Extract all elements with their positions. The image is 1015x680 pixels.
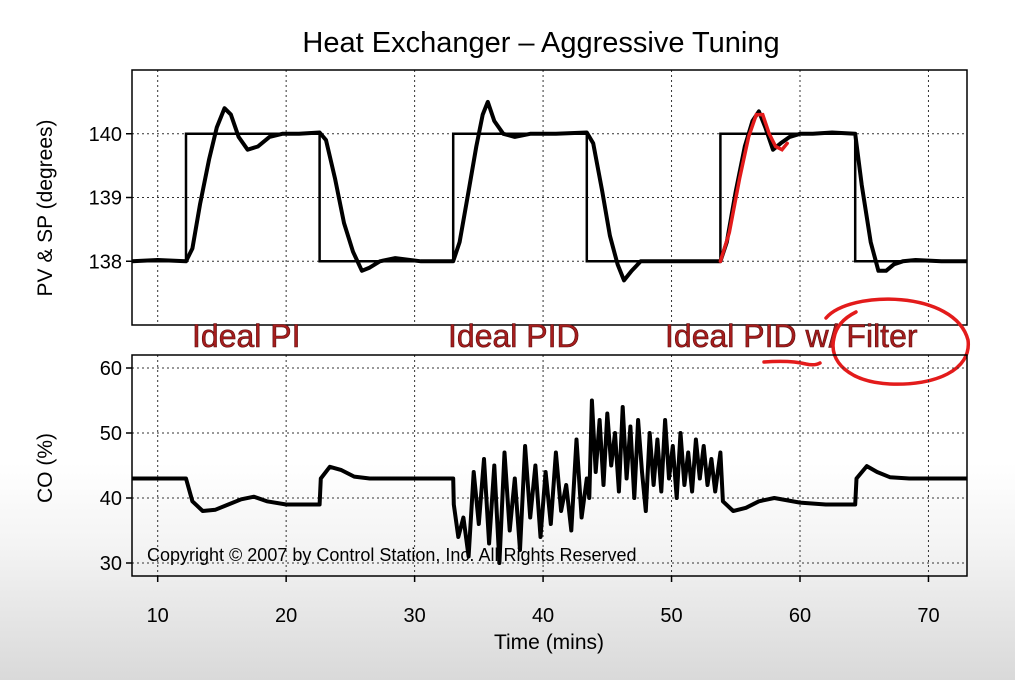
pv-sp-panel: 138 139 140 PV & SP (degrees) xyxy=(34,69,968,326)
pv-sp-plot-frame xyxy=(131,69,968,326)
co-plot-frame xyxy=(131,354,968,577)
controller-output-line xyxy=(132,398,967,565)
co-ytick-label: 50 xyxy=(100,423,122,445)
x-tick-label: 30 xyxy=(403,605,425,627)
x-tick-label: 10 xyxy=(147,605,169,627)
x-axis-label: Time (mins) xyxy=(494,631,604,654)
co-panel: 30 40 50 60 CO (%) Copyright © 2007 by Cont… xyxy=(34,354,968,577)
annotations: Ideal PI Ideal PID Ideal PID w/ Filter xyxy=(192,297,970,386)
x-tick-label: 20 xyxy=(275,605,297,627)
x-tick-label: 50 xyxy=(660,605,682,627)
annotation-ideal-pi: Ideal PI xyxy=(192,318,301,354)
co-ytick-label: 40 xyxy=(100,488,122,510)
highlight-circle-mark xyxy=(824,297,970,386)
annotation-ideal-pid: Ideal PID xyxy=(448,318,580,354)
x-tick-label: 70 xyxy=(917,605,939,627)
highlight-underline-mark xyxy=(762,359,822,367)
x-tick-label: 60 xyxy=(789,605,811,627)
chart-title: Heat Exchanger – Aggressive Tuning xyxy=(302,27,779,59)
process-variable-line xyxy=(131,99,967,283)
x-tick-label: 40 xyxy=(532,605,554,627)
copyright-text: Copyright © 2007 by Control Station, Inc… xyxy=(147,545,637,565)
pv-sp-ytick-label: 139 xyxy=(89,188,122,210)
annotation-ideal-pid-filter: Ideal PID w/ Filter xyxy=(665,318,918,354)
co-ytick-label: 30 xyxy=(100,553,122,575)
pv-sp-axis-label: PV & SP (degrees) xyxy=(34,119,57,296)
co-ytick-label: 60 xyxy=(100,358,122,380)
co-axis-label: CO (%) xyxy=(34,433,57,503)
pv-sp-ytick-label: 140 xyxy=(89,124,122,146)
x-axis: 10 20 30 40 50 60 70 xyxy=(147,576,940,627)
highlight-trace xyxy=(718,112,789,264)
pv-sp-ytick-label: 138 xyxy=(89,251,122,273)
